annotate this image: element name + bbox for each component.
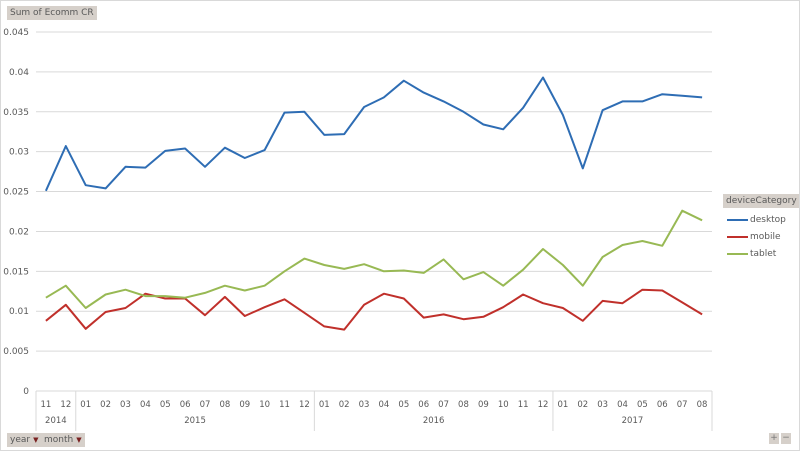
year-label: 2016 bbox=[423, 416, 445, 426]
x-tick-label: 05 bbox=[637, 400, 648, 410]
y-tick-label: 0.045 bbox=[3, 28, 29, 38]
legend-field-button[interactable]: deviceCategory▼ bbox=[723, 194, 799, 208]
collapse-button[interactable]: − bbox=[781, 433, 791, 444]
legend-field-label: deviceCategory bbox=[726, 196, 797, 206]
x-tick-label: 03 bbox=[359, 400, 370, 410]
y-tick-label: 0.02 bbox=[9, 227, 29, 237]
year-label: 2014 bbox=[45, 416, 67, 426]
dropdown-arrow-icon: ▼ bbox=[76, 436, 82, 444]
legend-item-mobile: mobile bbox=[727, 228, 799, 245]
legend-swatch bbox=[727, 235, 748, 238]
x-tick-label: 08 bbox=[458, 400, 469, 410]
legend: deviceCategory▼ desktop mobile tablet bbox=[723, 194, 799, 262]
legend-swatch bbox=[727, 252, 748, 255]
year-field-button[interactable]: year ▼ bbox=[7, 433, 42, 447]
x-tick-label: 12 bbox=[299, 400, 310, 410]
x-tick-label: 11 bbox=[41, 400, 52, 410]
series-line-desktop bbox=[44, 76, 703, 192]
x-tick-label: 02 bbox=[339, 400, 350, 410]
legend-item-desktop: desktop bbox=[727, 211, 799, 228]
x-tick-label: 08 bbox=[697, 400, 708, 410]
year-field-label: year bbox=[10, 435, 31, 445]
x-tick-label: 04 bbox=[617, 400, 628, 410]
x-tick-label: 04 bbox=[379, 400, 390, 410]
y-tick-label: 0.01 bbox=[9, 307, 29, 317]
x-tick-label: 06 bbox=[657, 400, 668, 410]
year-label: 2017 bbox=[622, 416, 644, 426]
x-tick-label: 11 bbox=[518, 400, 529, 410]
y-tick-label: 0.035 bbox=[3, 108, 29, 118]
x-tick-label: 10 bbox=[259, 400, 270, 410]
x-tick-label: 02 bbox=[577, 400, 588, 410]
year-label: 2015 bbox=[184, 416, 206, 426]
x-tick-label: 09 bbox=[478, 400, 489, 410]
dropdown-arrow-icon: ▼ bbox=[33, 436, 39, 444]
legend-label: mobile bbox=[750, 231, 781, 242]
x-tick-label: 06 bbox=[180, 400, 191, 410]
x-tick-label: 01 bbox=[80, 400, 91, 410]
x-tick-label: 09 bbox=[239, 400, 250, 410]
legend-swatch bbox=[727, 218, 748, 221]
x-tick-label: 12 bbox=[60, 400, 71, 410]
y-tick-label: 0.03 bbox=[9, 148, 29, 158]
series-line-tablet bbox=[45, 209, 703, 309]
expand-button[interactable]: + bbox=[769, 433, 779, 444]
y-tick-label: 0.005 bbox=[3, 347, 29, 357]
x-tick-label: 03 bbox=[597, 400, 608, 410]
x-tick-label: 10 bbox=[498, 400, 509, 410]
x-tick-label: 01 bbox=[557, 400, 568, 410]
x-tick-label: 07 bbox=[677, 400, 688, 410]
x-tick-label: 04 bbox=[140, 400, 151, 410]
legend-label: desktop bbox=[750, 214, 786, 225]
x-tick-label: 11 bbox=[279, 400, 290, 410]
x-tick-label: 01 bbox=[319, 400, 330, 410]
month-field-button[interactable]: month ▼ bbox=[41, 433, 85, 447]
legend-label: tablet bbox=[750, 248, 777, 259]
y-tick-label: 0.015 bbox=[3, 267, 29, 277]
value-field-label: Sum of Ecomm CR bbox=[10, 8, 94, 18]
y-tick-label: 0 bbox=[23, 387, 29, 397]
x-tick-label: 07 bbox=[200, 400, 211, 410]
y-tick-label: 0.04 bbox=[9, 68, 29, 78]
x-tick-label: 05 bbox=[398, 400, 409, 410]
month-field-label: month bbox=[44, 435, 74, 445]
value-field-button[interactable]: Sum of Ecomm CR bbox=[7, 6, 97, 20]
x-tick-label: 03 bbox=[120, 400, 131, 410]
x-tick-label: 08 bbox=[219, 400, 230, 410]
x-tick-label: 02 bbox=[100, 400, 111, 410]
x-tick-label: 06 bbox=[418, 400, 429, 410]
x-tick-label: 12 bbox=[538, 400, 549, 410]
y-tick-label: 0.025 bbox=[3, 188, 29, 198]
x-tick-label: 05 bbox=[160, 400, 171, 410]
x-tick-label: 07 bbox=[438, 400, 449, 410]
legend-item-tablet: tablet bbox=[727, 245, 799, 262]
